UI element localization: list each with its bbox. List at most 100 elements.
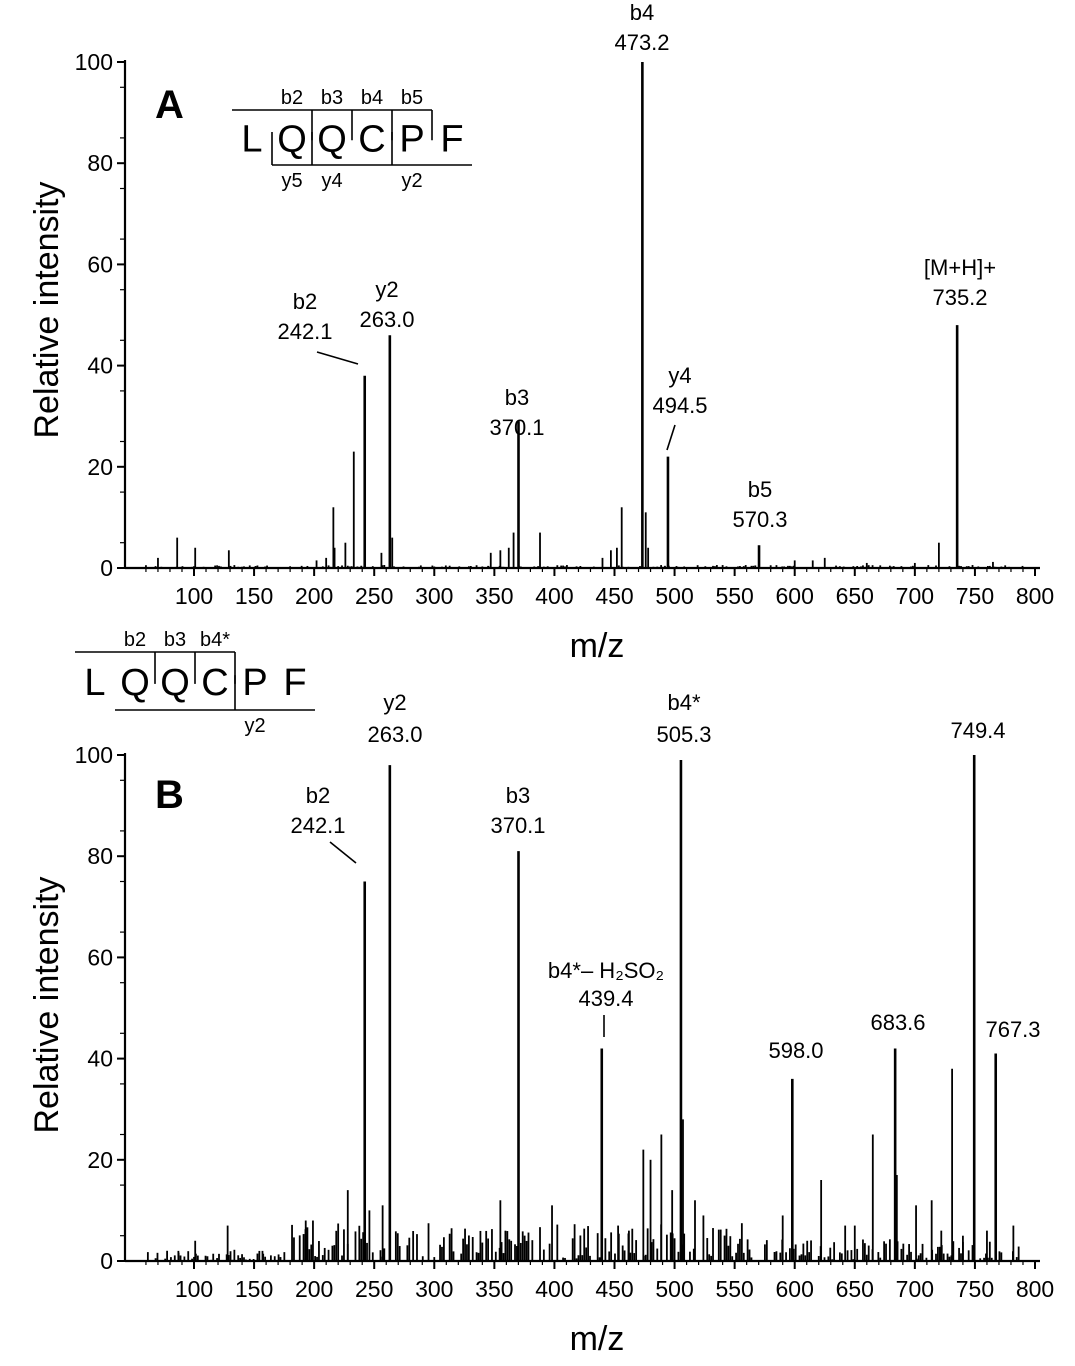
- x-tick-label: 800: [1016, 583, 1054, 609]
- sequence-residue: Q: [277, 119, 307, 161]
- sequence-residue: C: [358, 119, 385, 161]
- x-tick-label: 750: [956, 1276, 994, 1302]
- x-tick-label: 800: [1016, 1276, 1054, 1302]
- sequence-residue: Q: [120, 662, 150, 704]
- panel-a-spectrum: 0 20 40 60 80 100 100 150 200 250 300 350 400 450 500 5…: [75, 0, 1055, 609]
- peak-leader-line: [329, 841, 357, 864]
- sequence-residue: L: [241, 119, 262, 161]
- peak-label: 263.0: [359, 307, 414, 332]
- peak-label: b3: [505, 385, 529, 410]
- b-ion-label: b5: [401, 87, 423, 109]
- x-tick-label: 500: [655, 1276, 693, 1302]
- peak-label: [M+H]+: [924, 255, 996, 280]
- peak-label: 263.0: [367, 722, 422, 747]
- y-ion-label: y2: [244, 715, 265, 737]
- y-tick-label: 0: [100, 1248, 113, 1274]
- panel-a-y-axis-title: Relative intensity: [28, 181, 66, 438]
- panel-a-letter: A: [155, 83, 184, 127]
- x-tick-label: 250: [355, 1276, 393, 1302]
- y-tick-label: 40: [87, 1046, 113, 1072]
- peak-label: b3: [506, 783, 530, 808]
- sequence-residue: P: [399, 119, 424, 161]
- y-tick-label: 80: [87, 843, 113, 869]
- x-tick-label: 400: [535, 583, 573, 609]
- sequence-residue: Q: [317, 119, 347, 161]
- x-tick-label: 150: [235, 1276, 273, 1302]
- peak-label: b4: [630, 0, 654, 25]
- sequence-residue: P: [242, 662, 267, 704]
- peak-label: 242.1: [277, 319, 332, 344]
- y-tick-label: 60: [87, 944, 113, 970]
- b-ion-label: b4: [361, 87, 383, 109]
- x-tick-label: 500: [655, 583, 693, 609]
- sequence-residue: Q: [160, 662, 190, 704]
- panel-b-spectrum: 0 20 40 60 80 100 100 150 200 250 300 350 400 450 500 5…: [75, 690, 1055, 1302]
- y-ion-label: y4: [321, 170, 342, 192]
- b-ion-label: b2: [281, 87, 303, 109]
- x-tick-label: 300: [415, 583, 453, 609]
- peak-label: b4*: [667, 690, 700, 715]
- y-tick-label: 100: [75, 742, 113, 768]
- x-tick-label: 400: [535, 1276, 573, 1302]
- x-tick-label: 550: [715, 1276, 753, 1302]
- peak-label: b2: [293, 289, 317, 314]
- peak-label: 439.4: [578, 986, 633, 1011]
- x-tick-label: 550: [715, 583, 753, 609]
- peak-label: 473.2: [614, 30, 669, 55]
- peak-label: 735.2: [932, 285, 987, 310]
- x-tick-label: 200: [295, 1276, 333, 1302]
- peak-label: 505.3: [656, 722, 711, 747]
- b-ion-label: b3: [164, 629, 186, 651]
- x-tick-label: 150: [235, 583, 273, 609]
- peak-label: 749.4: [950, 718, 1005, 743]
- sequence-residue: C: [201, 662, 228, 704]
- b-ion-label: b2: [124, 629, 146, 651]
- peak-label: b5: [748, 477, 772, 502]
- sequence-residue: L: [84, 662, 105, 704]
- sequence-residue: F: [440, 119, 463, 161]
- x-tick-label: 650: [836, 583, 874, 609]
- x-tick-label: 350: [475, 1276, 513, 1302]
- panel-a-x-axis-title: m/z: [570, 627, 625, 665]
- x-tick-label: 300: [415, 1276, 453, 1302]
- x-tick-label: 100: [175, 583, 213, 609]
- x-tick-label: 700: [896, 1276, 934, 1302]
- x-tick-label: 350: [475, 583, 513, 609]
- x-tick-label: 450: [595, 1276, 633, 1302]
- x-tick-label: 650: [836, 1276, 874, 1302]
- peak-label: 683.6: [870, 1010, 925, 1035]
- peak-label: y2: [383, 690, 406, 715]
- y-tick-label: 60: [87, 251, 113, 277]
- x-tick-label: 200: [295, 583, 333, 609]
- y-tick-label: 40: [87, 353, 113, 379]
- x-tick-label: 600: [776, 583, 814, 609]
- panel-b-x-axis-title: m/z: [570, 1320, 625, 1358]
- panel-b: B Relative intensity m/z L Q Q C P Fb2 b3 b4*y2…: [28, 629, 1054, 1358]
- peak-leader-line: [316, 351, 359, 365]
- y-ion-label: y5: [281, 170, 302, 192]
- y-ion-label: y2: [401, 170, 422, 192]
- y-tick-label: 0: [100, 555, 113, 581]
- x-tick-label: 450: [595, 583, 633, 609]
- peak-label: 570.3: [732, 507, 787, 532]
- panel-a: A Relative intensity m/z L Q Q C P Fb2 b3 b4 b5y…: [28, 0, 1054, 665]
- x-tick-label: 250: [355, 583, 393, 609]
- peak-label: b2: [306, 783, 330, 808]
- panel-b-y-axis-title: Relative intensity: [28, 876, 66, 1133]
- y-tick-label: 100: [75, 49, 113, 75]
- peak-label: b4*– H₂SO₂: [548, 958, 664, 983]
- peak-label: y4: [668, 363, 691, 388]
- y-tick-label: 80: [87, 150, 113, 176]
- x-tick-label: 600: [776, 1276, 814, 1302]
- panel-b-letter: B: [155, 773, 184, 817]
- peak-leader-line: [666, 424, 676, 451]
- x-tick-label: 700: [896, 583, 934, 609]
- x-tick-label: 750: [956, 583, 994, 609]
- peak-label: 767.3: [985, 1017, 1040, 1042]
- peak-label: 242.1: [290, 813, 345, 838]
- sequence-residue: F: [283, 662, 306, 704]
- peak-label: 598.0: [768, 1038, 823, 1063]
- peak-label: 370.1: [489, 415, 544, 440]
